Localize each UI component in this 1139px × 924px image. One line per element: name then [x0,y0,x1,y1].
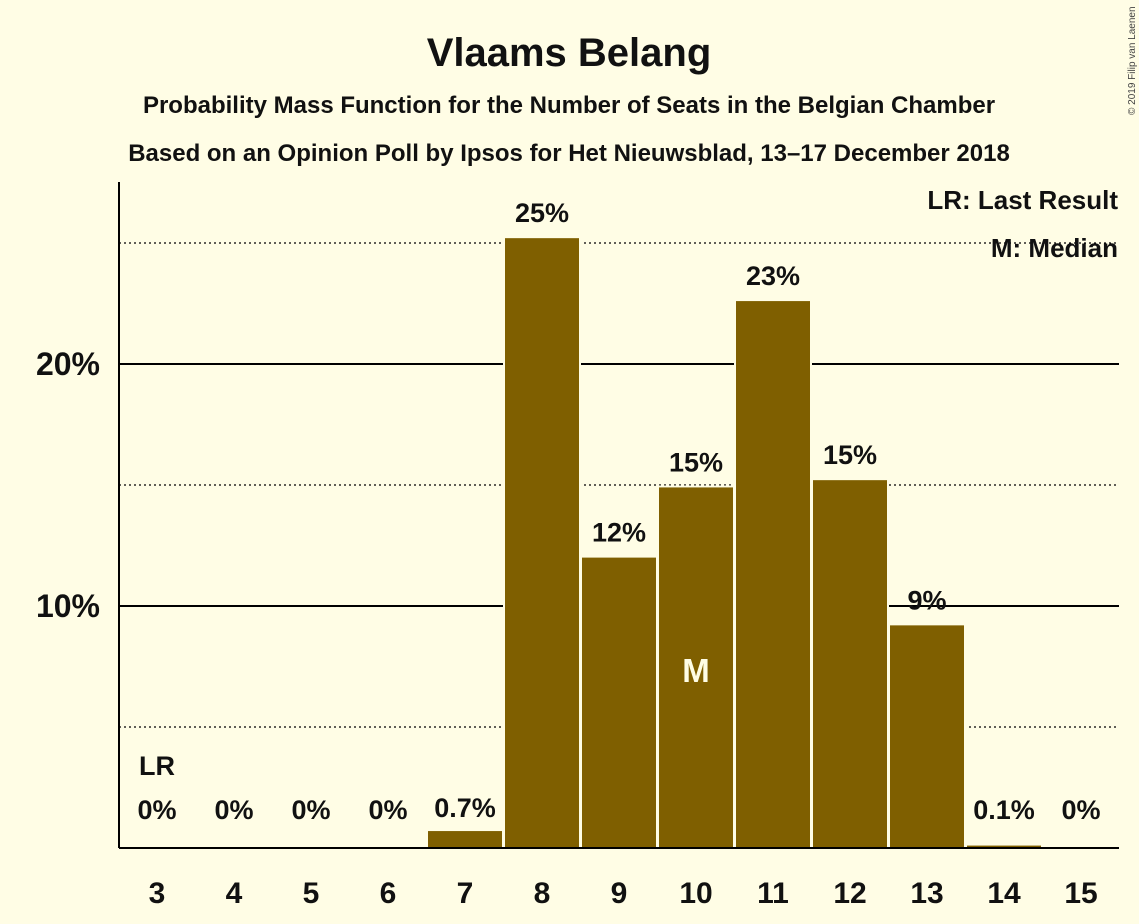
data-label: 15% [823,440,877,470]
legend-last-result: LR: Last Result [927,185,1118,215]
bar [505,238,579,848]
legend-median: M: Median [991,233,1118,263]
x-tick-label: 5 [303,877,320,910]
y-tick-labels: 10% 20% [36,346,100,624]
bar [890,625,964,848]
x-tick-label: 4 [226,877,243,910]
bar [428,831,502,848]
bar [582,557,656,848]
median-marker: M [682,652,710,689]
data-label: 25% [515,198,569,228]
data-label: 15% [669,447,723,477]
last-result-marker: LR [139,751,175,781]
x-tick-label: 7 [457,877,474,910]
data-label: 9% [907,585,946,615]
chart-title: Vlaams Belang [427,31,712,75]
x-tick-labels: 3 4 5 6 7 8 9 10 11 12 13 14 15 [149,877,1098,910]
x-tick-label: 10 [679,877,712,910]
x-tick-label: 13 [910,877,943,910]
x-tick-label: 14 [987,877,1021,910]
data-label: 0% [368,795,407,825]
data-label: 0.7% [434,793,496,823]
data-label: 12% [592,518,646,548]
data-label: 0% [1061,795,1100,825]
bar [659,487,733,848]
data-label: 0% [214,795,253,825]
data-label: 23% [746,261,800,291]
copyright: © 2019 Filip van Laenen [1127,6,1138,115]
bar [813,480,887,848]
bar [736,301,810,849]
data-label: 0.1% [973,795,1035,825]
chart-subtitle-2: Based on an Opinion Poll by Ipsos for He… [128,140,1010,167]
x-tick-label: 3 [149,877,166,910]
y-tick-label: 10% [36,588,100,624]
x-tick-label: 8 [534,877,551,910]
x-tick-label: 6 [380,877,397,910]
bar [967,845,1041,848]
data-label: 0% [291,795,330,825]
y-tick-label: 20% [36,346,100,382]
data-label: 0% [137,795,176,825]
x-tick-label: 12 [833,877,866,910]
x-tick-label: 11 [757,877,789,910]
data-labels: 0% LR 0% 0% 0% 0.7% 25% 12% 15% M 23% 15% 9% 0.1% 0% [137,198,1100,825]
chart-subtitle-1: Probability Mass Function for the Number… [143,92,995,119]
x-tick-label: 15 [1064,877,1097,910]
x-tick-label: 9 [611,877,628,910]
bars [426,236,1043,849]
